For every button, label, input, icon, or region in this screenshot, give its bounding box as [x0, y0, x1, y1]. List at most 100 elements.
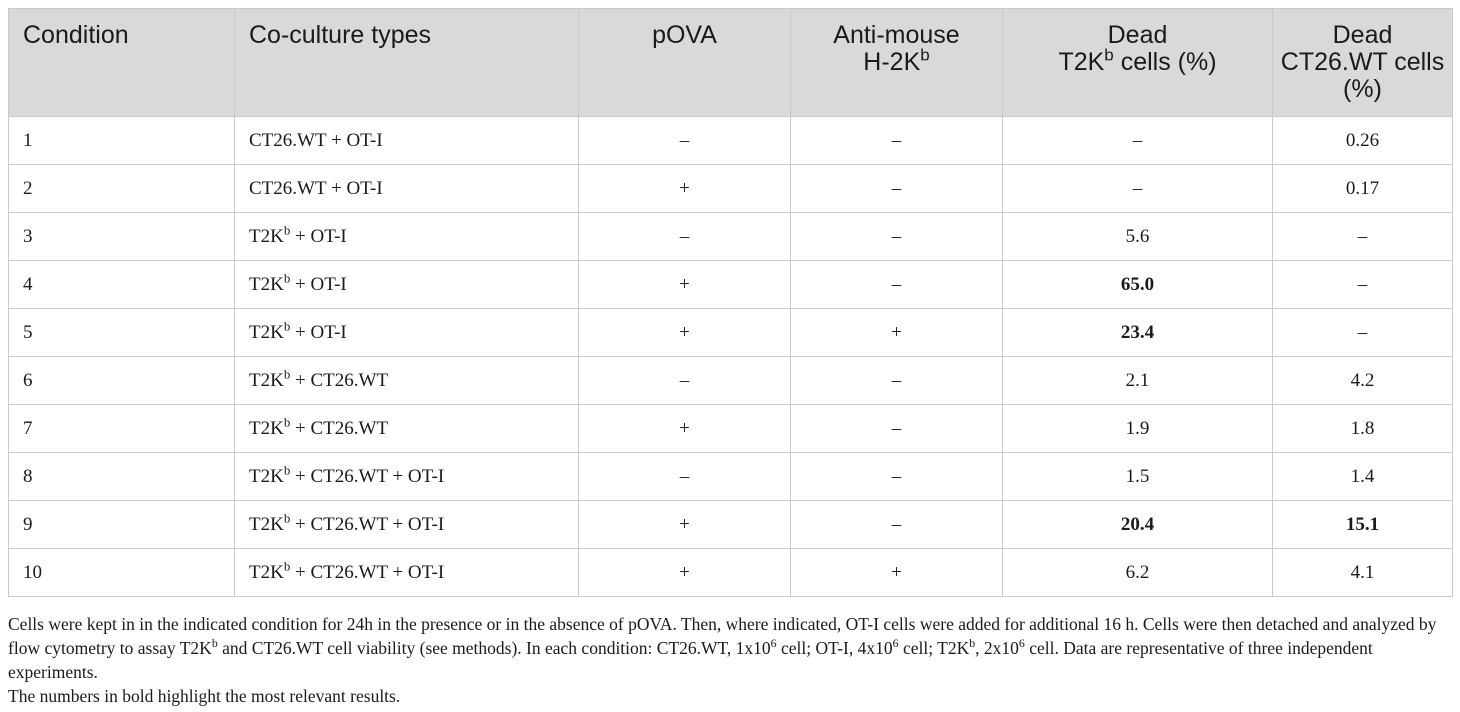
cell-condition: 3 [8, 212, 235, 261]
superscript: b [1104, 45, 1114, 65]
cell-condition: 10 [8, 548, 235, 597]
cell-condition: 9 [8, 500, 235, 549]
table-row: 9 T2Kb + CT26.WT + OT-I + –20.4 15.1 [8, 500, 1453, 549]
cell-dead-t2kb: – [1002, 116, 1273, 165]
cell-dead-t2kb: 65.0 [1002, 260, 1273, 309]
cell-dead-t2kb: 5.6 [1002, 212, 1273, 261]
cell-dead-t2kb: – [1002, 164, 1273, 213]
superscript: b [283, 318, 291, 334]
superscript: b [283, 270, 291, 286]
cell-anti-mouse: – [790, 452, 1003, 501]
cell-condition: 5 [8, 308, 235, 357]
header-line: Dead [1107, 21, 1168, 49]
cell-pova: + [578, 260, 791, 309]
cell-pova: – [578, 212, 791, 261]
cell-coculture: T2Kb + OT-I [234, 308, 579, 357]
table-row: 2 CT26.WT + OT-I + – –0.17 [8, 164, 1453, 213]
cell-dead-ct26: – [1272, 308, 1453, 357]
cell-condition: 6 [8, 356, 235, 405]
superscript: b [283, 510, 291, 526]
superscript: b [283, 558, 291, 574]
superscript: b [283, 222, 291, 238]
cell-dead-ct26: 4.2 [1272, 356, 1453, 405]
cell-pova: – [578, 452, 791, 501]
superscript: 6 [770, 636, 777, 651]
cell-dead-t2kb: 6.2 [1002, 548, 1273, 597]
cell-condition: 4 [8, 260, 235, 309]
table-row: 10 T2Kb + CT26.WT + OT-I + +6.2 4.1 [8, 548, 1453, 597]
results-table: Condition Co-culture types pOVA Anti-mouse H… [8, 8, 1453, 597]
footnote: Cells were kept in in the indicated cond… [8, 614, 1437, 682]
cell-coculture: T2Kb + CT26.WT [234, 404, 579, 453]
header-line: CT26.WT cells [1280, 48, 1445, 76]
cell-dead-t2kb: 20.4 [1002, 500, 1273, 549]
superscript: 6 [1018, 636, 1025, 651]
header-line: Dead [1332, 21, 1393, 49]
table-footnotes: Cells were kept in in the indicated cond… [8, 612, 1452, 708]
cell-coculture: CT26.WT + OT-I [234, 164, 579, 213]
superscript: b [283, 462, 291, 478]
table-row: 8 T2Kb + CT26.WT + OT-I – –1.5 1.4 [8, 452, 1453, 501]
table-row: 3 T2Kb + OT-I – –5.6– [8, 212, 1453, 261]
cell-condition: 8 [8, 452, 235, 501]
header-line: H-2Kb [863, 45, 930, 76]
cell-coculture: T2Kb + CT26.WT [234, 356, 579, 405]
header-dead-t2kb: Dead T2Kb cells (%) [1002, 8, 1273, 117]
cell-pova: + [578, 308, 791, 357]
cell-dead-t2kb: 23.4 [1002, 308, 1273, 357]
header-coculture-types: Co-culture types [234, 8, 579, 117]
cell-coculture: T2Kb + OT-I [234, 212, 579, 261]
cell-dead-ct26: – [1272, 260, 1453, 309]
cell-coculture: CT26.WT + OT-I [234, 116, 579, 165]
cell-anti-mouse: + [790, 308, 1003, 357]
header-line: pOVA [652, 21, 717, 49]
header-line: T2Kb cells (%) [1058, 45, 1217, 76]
superscript: b [283, 366, 291, 382]
cell-dead-ct26: 1.8 [1272, 404, 1453, 453]
cell-coculture: T2Kb + OT-I [234, 260, 579, 309]
table-row: 1 CT26.WT + OT-I – – –0.26 [8, 116, 1453, 165]
cell-anti-mouse: – [790, 356, 1003, 405]
cell-pova: – [578, 356, 791, 405]
cell-anti-mouse: – [790, 116, 1003, 165]
header-condition: Condition [8, 8, 235, 117]
superscript: b [211, 636, 218, 651]
cell-pova: – [578, 116, 791, 165]
header-anti-mouse: Anti-mouse H-2Kb [790, 8, 1003, 117]
cell-anti-mouse: – [790, 404, 1003, 453]
header-line: Anti-mouse [833, 21, 960, 49]
cell-coculture: T2Kb + CT26.WT + OT-I [234, 452, 579, 501]
cell-anti-mouse: – [790, 164, 1003, 213]
cell-dead-ct26: 0.17 [1272, 164, 1453, 213]
superscript: b [920, 45, 930, 65]
cell-dead-ct26: 1.4 [1272, 452, 1453, 501]
cell-anti-mouse: – [790, 260, 1003, 309]
header-pova: pOVA [578, 8, 791, 117]
superscript: 6 [892, 636, 899, 651]
table-row: 7 T2Kb + CT26.WT + –1.9 1.8 [8, 404, 1453, 453]
table-row: 4 T2Kb + OT-I + –65.0– [8, 260, 1453, 309]
cell-pova: + [578, 500, 791, 549]
table-row: 5 T2Kb + OT-I + +23.4– [8, 308, 1453, 357]
table-row: 6 T2Kb + CT26.WT – –2.1 4.2 [8, 356, 1453, 405]
cell-anti-mouse: – [790, 500, 1003, 549]
header-line: (%) [1343, 75, 1382, 103]
cell-dead-t2kb: 1.5 [1002, 452, 1273, 501]
header-line: Co-culture types [249, 21, 432, 49]
cell-pova: + [578, 548, 791, 597]
cell-coculture: T2Kb + CT26.WT + OT-I [234, 500, 579, 549]
cell-dead-t2kb: 2.1 [1002, 356, 1273, 405]
cell-dead-t2kb: 1.9 [1002, 404, 1273, 453]
table-header: Condition Co-culture types pOVA Anti-mouse H… [8, 8, 1453, 117]
cell-dead-ct26: – [1272, 212, 1453, 261]
footnote: The numbers in bold highlight the most r… [8, 686, 401, 706]
cell-coculture: T2Kb + CT26.WT + OT-I [234, 548, 579, 597]
cell-pova: + [578, 404, 791, 453]
cell-anti-mouse: + [790, 548, 1003, 597]
cell-dead-ct26: 4.1 [1272, 548, 1453, 597]
table-body: 1 CT26.WT + OT-I – – –0.26 2 CT26.WT + OT-I + – –… [8, 116, 1453, 597]
superscript: b [283, 414, 291, 430]
cell-anti-mouse: – [790, 212, 1003, 261]
header-dead-ct26: Dead CT26.WT cells (%) [1272, 8, 1453, 117]
header-line: Condition [23, 21, 129, 49]
